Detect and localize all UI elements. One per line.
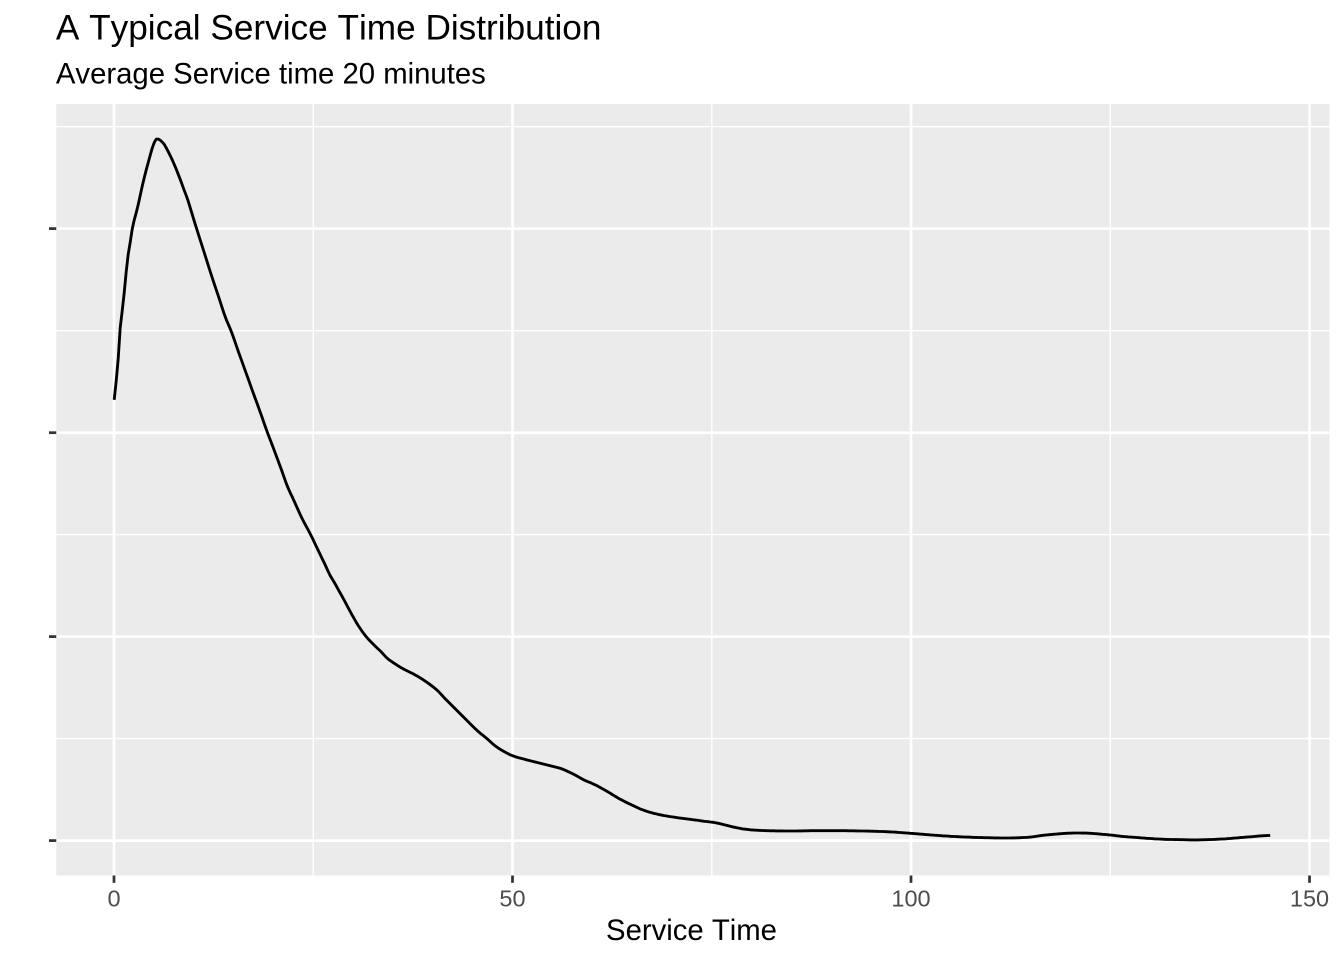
- svg-text:150: 150: [1290, 886, 1329, 912]
- svg-text:Service Time: Service Time: [606, 914, 777, 947]
- svg-text:50: 50: [499, 886, 525, 912]
- svg-text:100: 100: [891, 886, 930, 912]
- svg-text:A Typical Service Time Distrib: A Typical Service Time Distribution: [56, 9, 602, 48]
- svg-text:0: 0: [107, 886, 120, 912]
- svg-text:Average Service time 20 minute: Average Service time 20 minutes: [56, 58, 486, 91]
